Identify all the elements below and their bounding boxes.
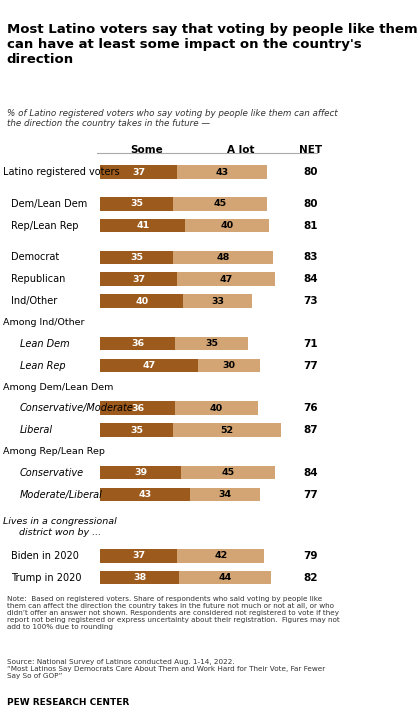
- Bar: [189, 488, 260, 501]
- Bar: [177, 272, 275, 286]
- Text: 34: 34: [218, 490, 231, 499]
- Text: 43: 43: [138, 490, 152, 499]
- Text: 44: 44: [218, 573, 231, 582]
- Text: 81: 81: [303, 221, 318, 231]
- Bar: [100, 165, 177, 179]
- Text: 42: 42: [214, 551, 227, 560]
- Bar: [100, 488, 189, 501]
- Text: 71: 71: [303, 339, 318, 349]
- Text: 33: 33: [211, 296, 224, 306]
- Text: 39: 39: [134, 468, 147, 477]
- Bar: [100, 337, 175, 350]
- Text: Among Dem/Lean Dem: Among Dem/Lean Dem: [3, 382, 114, 392]
- Text: 35: 35: [130, 199, 143, 208]
- Text: Liberal: Liberal: [20, 425, 53, 435]
- Text: 40: 40: [135, 296, 148, 306]
- Bar: [185, 219, 269, 233]
- Text: Ind/Other: Ind/Other: [11, 296, 58, 306]
- Text: Republican: Republican: [11, 274, 66, 284]
- Text: NET: NET: [299, 145, 322, 155]
- Text: 38: 38: [133, 573, 146, 582]
- Text: 47: 47: [142, 361, 156, 370]
- Bar: [100, 549, 177, 563]
- Text: Conservative: Conservative: [20, 468, 84, 478]
- Text: 36: 36: [131, 339, 144, 348]
- Bar: [100, 197, 173, 211]
- Text: Some: Some: [131, 145, 163, 155]
- Text: 80: 80: [303, 199, 318, 209]
- Text: Democrat: Democrat: [11, 252, 60, 262]
- Text: 35: 35: [130, 253, 143, 262]
- Text: % of Latino registered voters who say voting by people like them can affect
the : % of Latino registered voters who say vo…: [7, 109, 337, 128]
- Text: Biden in 2020: Biden in 2020: [11, 551, 79, 561]
- Text: 77: 77: [303, 490, 318, 500]
- Text: Note:  Based on registered voters. Share of respondents who said voting by peopl: Note: Based on registered voters. Share …: [7, 596, 339, 629]
- Text: 77: 77: [303, 361, 318, 371]
- Text: 73: 73: [303, 296, 318, 306]
- Bar: [184, 294, 252, 308]
- Text: Among Ind/Other: Among Ind/Other: [3, 318, 85, 327]
- Text: 40: 40: [210, 404, 223, 412]
- Text: Lean Dem: Lean Dem: [20, 339, 69, 349]
- Bar: [181, 466, 275, 480]
- Text: 84: 84: [303, 274, 318, 284]
- Bar: [100, 359, 198, 372]
- Text: Moderate/Liberal: Moderate/Liberal: [20, 490, 102, 500]
- Text: 30: 30: [223, 361, 236, 370]
- Text: 80: 80: [303, 167, 318, 177]
- Text: 87: 87: [303, 425, 318, 435]
- Bar: [100, 466, 181, 480]
- Bar: [173, 251, 273, 264]
- Text: A lot: A lot: [227, 145, 254, 155]
- Text: 45: 45: [213, 199, 226, 208]
- Text: 40: 40: [220, 221, 234, 230]
- Bar: [100, 571, 179, 584]
- Bar: [177, 165, 267, 179]
- Text: 47: 47: [219, 275, 233, 284]
- Bar: [100, 251, 173, 264]
- Bar: [100, 423, 173, 437]
- Text: 48: 48: [216, 253, 230, 262]
- Text: Source: National Survey of Latinos conducted Aug. 1-14, 2022.
“Most Latinos Say : Source: National Survey of Latinos condu…: [7, 659, 325, 679]
- Bar: [175, 337, 248, 350]
- Text: 79: 79: [303, 551, 318, 561]
- Bar: [175, 402, 258, 415]
- Text: 76: 76: [303, 403, 318, 413]
- Text: Lives in a congressional
district won by ...: Lives in a congressional district won by…: [3, 517, 117, 537]
- Text: Among Rep/Lean Rep: Among Rep/Lean Rep: [3, 448, 105, 456]
- Bar: [198, 359, 260, 372]
- Bar: [100, 294, 184, 308]
- Bar: [177, 549, 265, 563]
- Text: Latino registered voters: Latino registered voters: [3, 167, 120, 177]
- Bar: [100, 402, 175, 415]
- Bar: [100, 272, 177, 286]
- Text: 52: 52: [220, 425, 234, 435]
- Bar: [179, 571, 270, 584]
- Text: Dem/Lean Dem: Dem/Lean Dem: [11, 199, 88, 209]
- Text: PEW RESEARCH CENTER: PEW RESEARCH CENTER: [7, 698, 129, 707]
- Text: Most Latino voters say that voting by people like them
can have at least some im: Most Latino voters say that voting by pe…: [7, 23, 417, 66]
- Bar: [173, 197, 267, 211]
- Text: 36: 36: [131, 404, 144, 412]
- Text: 45: 45: [221, 468, 235, 477]
- Text: 83: 83: [303, 252, 318, 262]
- Text: 37: 37: [132, 275, 145, 284]
- Text: Rep/Lean Rep: Rep/Lean Rep: [11, 221, 79, 231]
- Text: 35: 35: [130, 425, 143, 435]
- Text: 37: 37: [132, 168, 145, 177]
- Text: Lean Rep: Lean Rep: [20, 361, 66, 371]
- Text: Conservative/Moderate: Conservative/Moderate: [20, 403, 134, 413]
- Text: 41: 41: [136, 221, 150, 230]
- Text: 43: 43: [215, 168, 228, 177]
- Text: Trump in 2020: Trump in 2020: [11, 573, 82, 583]
- Text: 35: 35: [205, 339, 218, 348]
- Text: 82: 82: [303, 573, 318, 583]
- Bar: [100, 219, 185, 233]
- Text: 84: 84: [303, 468, 318, 478]
- Bar: [173, 423, 281, 437]
- Text: 37: 37: [132, 551, 145, 560]
